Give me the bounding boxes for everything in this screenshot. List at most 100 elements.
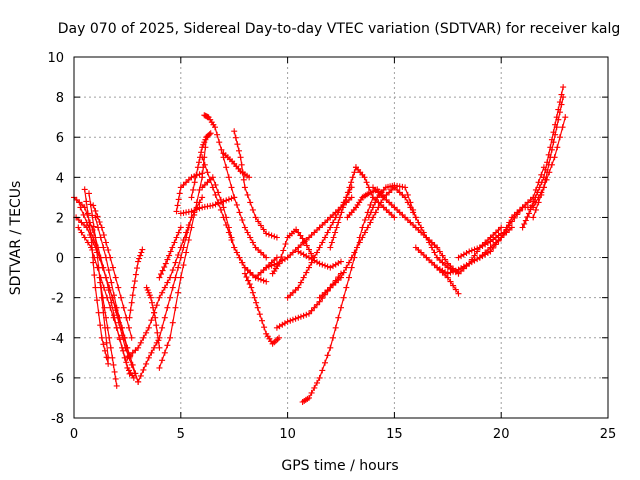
data-point-marker [526,210,532,217]
data-point-marker [265,263,272,270]
data-point-marker [245,277,252,284]
data-point-marker [167,248,174,255]
data-point-marker [314,301,320,308]
series-track-37 [391,184,462,277]
data-point-marker [336,214,343,221]
data-point-marker [223,222,230,228]
data-point-marker [150,304,156,311]
data-point-marker [193,206,200,213]
data-point-marker [86,190,92,197]
data-point-marker [228,195,235,202]
data-point-marker [123,359,130,366]
data-point-marker [532,206,539,213]
data-point-marker [151,344,158,351]
data-point-marker [152,314,159,321]
data-point-marker [241,270,248,277]
data-point-marker [124,344,131,351]
axes: 0 5 10 15 20 25 -8 -6 -4 -2 0 2 4 6 8 10 [47,51,616,442]
series-track-7 [96,274,120,389]
data-point-marker [330,234,337,241]
data-point-marker [139,246,146,253]
data-point-marker [159,289,166,296]
data-point-marker [108,279,115,286]
data-point-marker [524,213,531,220]
data-point-marker [268,262,275,269]
data-point-marker [199,144,206,151]
data-point-marker [103,239,109,246]
series-track-22 [231,128,280,241]
data-point-marker [402,194,409,201]
data-point-marker [287,317,294,324]
data-point-marker [560,84,567,91]
data-point-marker [538,191,545,198]
data-point-marker [135,344,142,351]
data-point-marker [128,299,135,306]
series-track-26 [299,194,377,405]
data-point-marker [94,249,100,256]
data-point-marker [324,352,331,359]
plot-frame [73,56,609,419]
data-point-marker [257,276,264,283]
series-track-31 [269,226,317,277]
data-point-marker [148,317,155,324]
data-point-marker [86,222,93,229]
data-point-marker [532,194,539,201]
data-point-marker [95,224,101,231]
data-point-marker [164,304,171,311]
data-point-marker [263,278,270,285]
data-point-marker [193,171,200,178]
data-point-marker [346,259,352,266]
data-point-marker [436,266,443,273]
data-point-marker [327,224,334,231]
data-point-marker [162,260,169,267]
chart-title: Day 070 of 2025, Sidereal Day-to-day VTE… [58,21,620,37]
series-track-25 [273,270,344,331]
data-point-marker [450,282,457,289]
data-point-marker [519,224,526,231]
data-point-marker [237,154,244,161]
data-point-marker [140,366,147,373]
data-point-marker [97,234,104,241]
data-point-marker [316,374,323,381]
data-point-marker [542,166,549,173]
series-track-30 [327,164,359,251]
data-point-marker [303,269,310,276]
data-point-marker [439,252,446,259]
data-point-marker [300,274,307,281]
data-point-marker [254,304,261,311]
data-point-marker [344,189,351,196]
data-point-marker [319,367,326,374]
data-point-marker [522,217,529,224]
data-point-marker [156,294,163,301]
data-point-marker [367,209,374,216]
data-point-marker [164,279,171,286]
data-point-marker [201,161,208,168]
data-point-marker [276,334,283,341]
data-point-marker [217,206,224,213]
data-point-marker [201,181,208,188]
data-point-marker [236,254,243,261]
series-track-9 [92,214,142,385]
data-point-marker [129,292,136,299]
y-tick-label: -8 [51,412,64,427]
data-point-marker [340,269,347,276]
data-point-marker [559,124,566,131]
data-point-marker [259,317,265,324]
data-point-marker [94,297,100,304]
data-point-marker [236,209,243,216]
data-point-marker [324,217,331,223]
data-point-marker [249,239,256,246]
data-point-marker [346,184,353,191]
data-point-marker [149,299,155,306]
data-point-marker [498,234,505,241]
data-point-marker [359,234,366,241]
data-point-marker [126,314,133,321]
x-tick-label: 25 [600,427,617,442]
data-point-marker [346,274,352,281]
data-point-marker [364,224,371,231]
data-point-marker [474,245,481,252]
data-point-marker [96,219,103,225]
data-point-marker [228,237,235,243]
data-point-marker [136,255,143,262]
data-point-marker [308,389,315,396]
